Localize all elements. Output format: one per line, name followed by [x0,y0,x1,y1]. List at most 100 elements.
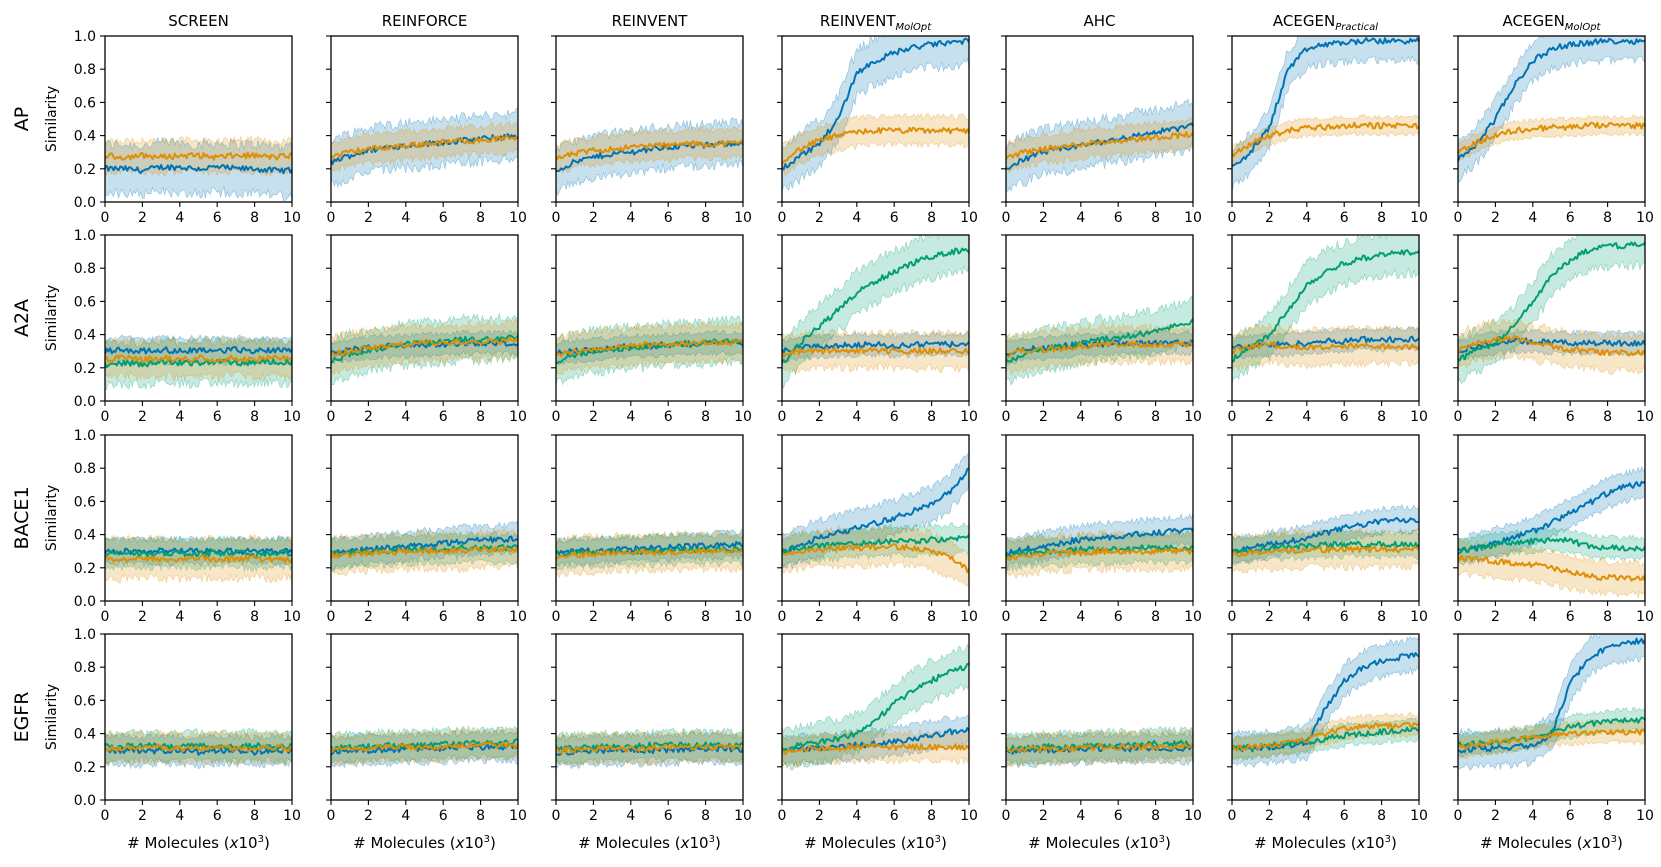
x-tick-label: 6 [1340,409,1349,425]
series-line-orange [556,548,743,560]
x-tick-label: 8 [1151,409,1160,425]
band-green [782,235,969,390]
series-line-orange [1458,334,1645,357]
band-blue [782,714,969,767]
series-line-green [1232,249,1419,363]
x-tick-label: 2 [1039,609,1048,625]
series-line-orange [331,336,518,357]
x-tick-label: 10 [734,409,752,425]
panel: 0.0 0.2 0.4 0.6 0.8 1.0 0 2 4 6 8 10 [74,428,301,625]
x-tick-label: 6 [213,808,222,824]
x-tick-label: 4 [852,609,861,625]
series-line-orange [105,743,292,753]
x-tick-label: 2 [1491,409,1500,425]
series-line-blue [331,535,518,557]
x-tick-label: 4 [401,210,410,226]
y-axis-label: Similarity [44,285,60,351]
series-line-orange [1458,121,1645,155]
y-tick-label: 0.4 [74,129,96,145]
panel-frame [555,35,744,203]
x-tick-label: 8 [701,609,710,625]
x-tick-label: 4 [626,409,635,425]
x-tick-label: 4 [1302,409,1311,425]
x-tick-label: 4 [1302,609,1311,625]
x-tick-label: 8 [1151,609,1160,625]
x-tick-label: 8 [250,210,259,226]
x-tick-label: 10 [1636,409,1654,425]
y-tick-label: 0.2 [74,162,96,178]
series-line-orange [556,743,743,754]
column-title: REINFORCE [382,12,468,30]
panel: 0 2 4 6 8 10 [1453,35,1654,226]
panel: 0 2 4 6 8 10 # Molecules (x103) [551,633,752,852]
series-line-blue [782,37,969,171]
y-tick-label: 0.2 [74,760,96,776]
x-tick-label: 4 [626,609,635,625]
series-line-green [1458,536,1645,555]
panel: 0 2 4 6 8 10 [1453,434,1654,625]
band-orange [1006,322,1193,376]
x-tick-label: 10 [283,808,301,824]
series-line-blue [331,133,518,165]
band-blue [782,36,969,192]
y-axis-label: Similarity [44,86,60,152]
x-tick-label: 0 [327,210,336,226]
x-axis-label: # Molecules (x103) [578,834,721,852]
band-blue [105,732,292,770]
y-tick-label: 0.0 [74,793,96,809]
panel: 0.0 0.2 0.4 0.6 0.8 1.0 0 2 4 6 8 10 [74,29,301,226]
panel: 0 2 4 6 8 10 # Molecules (x103) [1453,633,1654,852]
x-tick-label: 2 [1265,210,1274,226]
series-line-orange [1006,547,1193,561]
panel: 0 2 4 6 8 10 [326,434,527,625]
row-label: EGFR [11,692,33,743]
y-tick-label: 1.0 [74,428,96,444]
x-tick-label: 2 [589,808,598,824]
x-tick-label: 2 [1265,609,1274,625]
y-tick-label: 0.6 [74,494,96,510]
x-tick-label: 6 [213,409,222,425]
x-tick-label: 0 [778,808,787,824]
y-tick-label: 0.8 [74,62,96,78]
series-line-green [1458,241,1645,362]
panel-frame [781,633,970,801]
series-line-green [105,357,292,368]
panel-frame [330,633,519,801]
x-tick-label: 0 [1228,210,1237,226]
y-tick-label: 0.6 [74,95,96,111]
y-tick-label: 0.0 [74,394,96,410]
x-tick-label: 4 [1302,210,1311,226]
x-tick-label: 8 [701,808,710,824]
y-tick-label: 1.0 [74,627,96,643]
panel-frame [104,633,293,801]
panel-frame [1457,234,1646,402]
x-tick-label: 4 [401,609,410,625]
x-tick-label: 4 [626,808,635,824]
x-tick-label: 10 [1410,808,1428,824]
panel: 0 2 4 6 8 10 [551,234,752,425]
band-blue [1232,635,1419,769]
y-tick-label: 0.6 [74,294,96,310]
band-green [1458,235,1645,385]
panel: 0 2 4 6 8 10 [551,434,752,625]
panel-frame [1005,633,1194,801]
x-axis-label: # Molecules (x103) [804,834,947,852]
panel-frame [781,234,970,402]
series-line-blue [105,346,292,355]
series-line-blue [1232,516,1419,555]
panel-frame [1457,633,1646,801]
x-tick-label: 2 [1265,808,1274,824]
x-tick-label: 0 [552,409,561,425]
series-line-green [105,549,292,559]
x-tick-label: 10 [960,409,978,425]
panel: 0.0 0.2 0.4 0.6 0.8 1.0 0 2 4 6 8 10 [74,228,301,425]
panel-frame [1005,35,1194,203]
y-tick-label: 0.2 [74,561,96,577]
series-line-orange [782,346,969,358]
x-tick-label: 10 [509,808,527,824]
series-line-orange [782,126,969,164]
band-blue [1006,98,1193,193]
x-tick-label: 0 [552,210,561,226]
x-tick-label: 4 [1528,409,1537,425]
